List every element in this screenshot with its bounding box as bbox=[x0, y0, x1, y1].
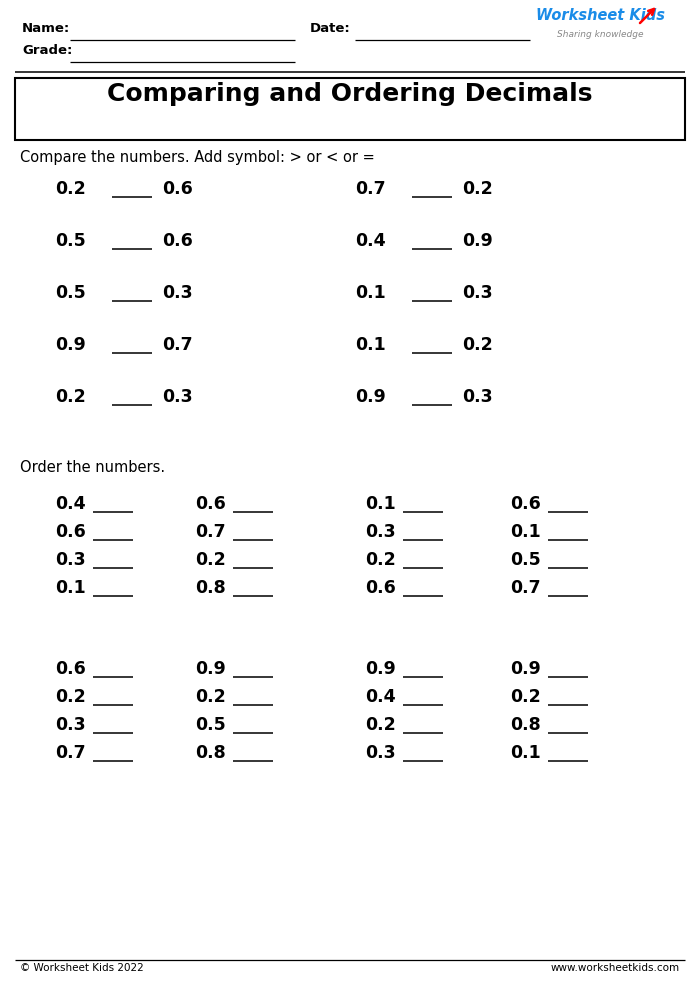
Text: © Worksheet Kids 2022: © Worksheet Kids 2022 bbox=[20, 963, 144, 973]
Text: 0.6: 0.6 bbox=[162, 180, 193, 198]
Text: 0.4: 0.4 bbox=[355, 232, 386, 250]
Text: 0.9: 0.9 bbox=[355, 388, 386, 406]
FancyBboxPatch shape bbox=[15, 78, 685, 140]
Text: 0.2: 0.2 bbox=[365, 716, 395, 734]
Text: 0.7: 0.7 bbox=[510, 579, 540, 597]
Text: 0.2: 0.2 bbox=[55, 388, 85, 406]
Text: Worksheet Kids: Worksheet Kids bbox=[536, 8, 664, 23]
Text: www.worksheetkids.com: www.worksheetkids.com bbox=[551, 963, 680, 973]
Text: 0.3: 0.3 bbox=[162, 388, 193, 406]
Text: 0.6: 0.6 bbox=[55, 660, 85, 678]
Text: 0.3: 0.3 bbox=[462, 284, 493, 302]
Text: Name:: Name: bbox=[22, 22, 70, 35]
Text: 0.2: 0.2 bbox=[462, 180, 493, 198]
Text: 0.4: 0.4 bbox=[55, 495, 85, 513]
Text: 0.7: 0.7 bbox=[355, 180, 386, 198]
Text: 0.2: 0.2 bbox=[195, 688, 225, 706]
Text: 0.7: 0.7 bbox=[55, 744, 85, 762]
Text: 0.3: 0.3 bbox=[55, 716, 85, 734]
Text: 0.8: 0.8 bbox=[195, 744, 225, 762]
Text: 0.8: 0.8 bbox=[195, 579, 225, 597]
Text: 0.3: 0.3 bbox=[365, 744, 395, 762]
Text: 0.3: 0.3 bbox=[55, 551, 85, 569]
Text: 0.2: 0.2 bbox=[462, 336, 493, 354]
Text: 0.1: 0.1 bbox=[365, 495, 395, 513]
Text: 0.8: 0.8 bbox=[510, 716, 540, 734]
Text: 0.6: 0.6 bbox=[365, 579, 395, 597]
Text: 0.9: 0.9 bbox=[365, 660, 395, 678]
Text: Comparing and Ordering Decimals: Comparing and Ordering Decimals bbox=[107, 82, 593, 106]
Text: Compare the numbers. Add symbol: > or < or =: Compare the numbers. Add symbol: > or < … bbox=[20, 150, 374, 165]
Text: 0.6: 0.6 bbox=[55, 523, 85, 541]
Text: Sharing knowledge: Sharing knowledge bbox=[556, 30, 643, 39]
Text: 0.1: 0.1 bbox=[355, 336, 386, 354]
Text: 0.2: 0.2 bbox=[510, 688, 540, 706]
Text: 0.9: 0.9 bbox=[510, 660, 540, 678]
Text: 0.1: 0.1 bbox=[355, 284, 386, 302]
Text: 0.6: 0.6 bbox=[195, 495, 225, 513]
Text: 0.5: 0.5 bbox=[55, 232, 85, 250]
Text: 0.9: 0.9 bbox=[55, 336, 85, 354]
Text: Date:: Date: bbox=[310, 22, 351, 35]
Text: 0.7: 0.7 bbox=[162, 336, 193, 354]
Text: 0.2: 0.2 bbox=[55, 688, 85, 706]
Text: 0.6: 0.6 bbox=[162, 232, 193, 250]
Text: 0.2: 0.2 bbox=[195, 551, 225, 569]
Text: 0.5: 0.5 bbox=[510, 551, 540, 569]
Text: 0.2: 0.2 bbox=[365, 551, 395, 569]
Text: 0.1: 0.1 bbox=[510, 523, 540, 541]
Text: Order the numbers.: Order the numbers. bbox=[20, 460, 165, 475]
Text: Grade:: Grade: bbox=[22, 44, 72, 57]
Text: 0.2: 0.2 bbox=[55, 180, 85, 198]
Text: 0.3: 0.3 bbox=[162, 284, 193, 302]
Text: 0.3: 0.3 bbox=[462, 388, 493, 406]
Text: 0.9: 0.9 bbox=[195, 660, 225, 678]
Text: 0.5: 0.5 bbox=[195, 716, 225, 734]
Text: 0.3: 0.3 bbox=[365, 523, 395, 541]
Text: 0.1: 0.1 bbox=[510, 744, 540, 762]
Text: 0.4: 0.4 bbox=[365, 688, 395, 706]
Text: 0.1: 0.1 bbox=[55, 579, 85, 597]
Text: 0.5: 0.5 bbox=[55, 284, 85, 302]
Text: 0.9: 0.9 bbox=[462, 232, 493, 250]
Text: 0.7: 0.7 bbox=[195, 523, 225, 541]
Text: 0.6: 0.6 bbox=[510, 495, 540, 513]
